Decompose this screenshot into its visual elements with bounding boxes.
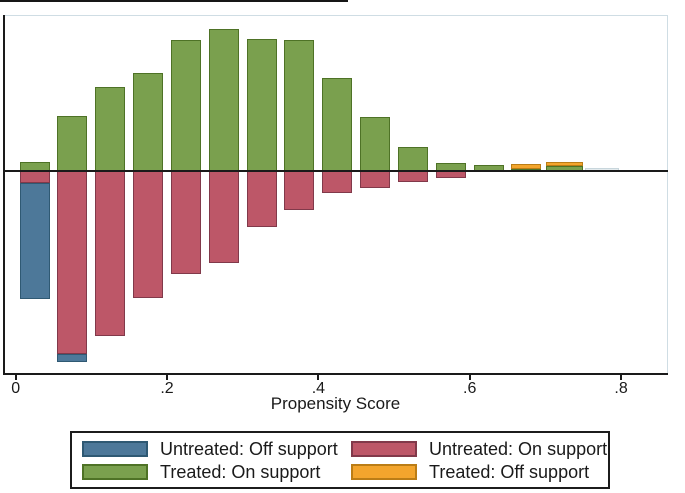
x-tick-mark [620,374,623,380]
bar-segment-untreated-on [57,171,88,354]
bar-segment-treated-off [545,162,583,166]
legend-label: Treated: On support [160,461,321,482]
x-tick-label: .4 [311,380,326,397]
bar-segment-treated-on [57,116,88,171]
bar-segment-untreated-on [133,171,164,298]
legend-item-treated-off: Treated: Off support [351,462,608,482]
bar-segment-untreated-on [246,171,277,227]
bar-segment-untreated-on [95,171,126,336]
x-tick-mark [166,374,169,380]
bar-segment-treated-on [322,78,353,171]
top-crop-artifact-line [0,0,348,2]
x-tick-label: 0 [11,380,21,397]
legend-swatch-treated-on [82,463,148,480]
bar-segment-treated-on [133,73,164,171]
x-axis-title: Propensity Score [270,394,401,413]
bar-segment-treated-on [246,39,277,171]
legend-label: Treated: Off support [429,461,590,482]
bar-segment-untreated-off [57,354,88,362]
bar-segment-untreated-on [208,171,239,263]
bar-segment-treated-on [360,117,391,171]
bar-segment-untreated-off [19,183,50,299]
x-tick-label: .6 [463,380,477,397]
plot-area: 0 .2 .4 .6 .8 Propensity Score [3,15,668,413]
plot-frame-right [667,15,668,374]
legend-swatch-untreated-on [351,440,417,457]
bar-segment-untreated-on [435,171,466,178]
bar-segment-untreated-on [360,171,391,188]
x-tick-label: .2 [160,380,174,397]
x-tick-label: .8 [614,380,628,397]
bar-segment-untreated-on [19,171,50,183]
x-tick-mark [317,374,320,380]
bar-segment-treated-on [397,147,428,171]
x-tick-mark [14,374,17,380]
bar-segment-treated-off [511,164,542,169]
bar-segment-untreated-on [284,171,315,210]
bar-segment-untreated-on [170,171,201,274]
plot-frame-top [3,15,668,16]
legend-item-untreated-off: Untreated: Off support [82,439,351,459]
bar-segment-treated-on [208,29,239,171]
zero-line [4,170,668,172]
legend-swatch-treated-off [351,463,417,480]
legend-label: Untreated: Off support [160,438,338,459]
bar-segment-treated-on [95,87,126,171]
bar-segment-untreated-on [397,171,428,182]
legend-item-treated-on: Treated: On support [82,462,351,482]
x-tick-mark [468,374,471,380]
legend-item-untreated-on: Untreated: On support [351,439,608,459]
bar-segment-treated-on [170,40,201,171]
y-axis-line [3,15,5,375]
bar-segment-treated-on [284,40,315,171]
x-axis-line [3,373,668,375]
legend-label: Untreated: On support [429,438,608,459]
legend-swatch-untreated-off [82,440,148,457]
legend: Untreated: Off support Untreated: On supp… [70,431,610,489]
bar-segment-untreated-on [322,171,353,193]
